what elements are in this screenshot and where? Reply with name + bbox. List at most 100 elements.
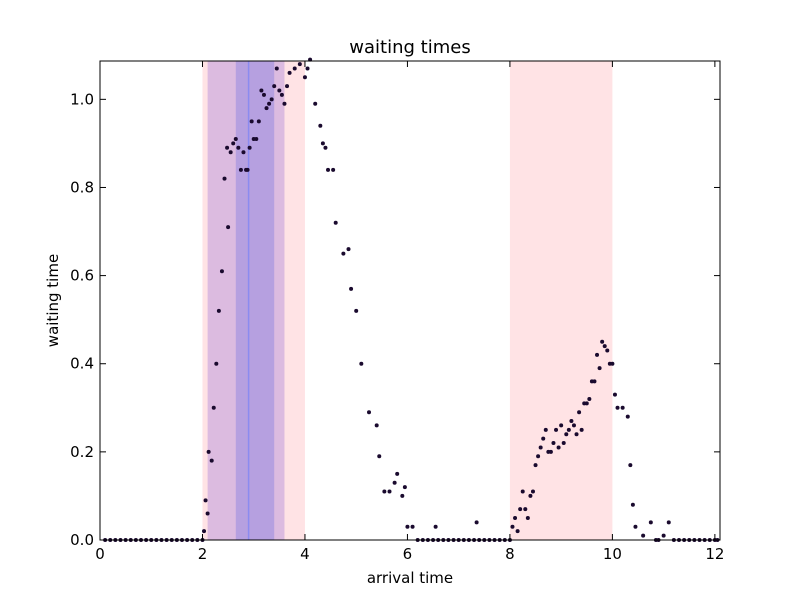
data-point [359, 361, 364, 366]
data-point [633, 524, 638, 529]
data-point [269, 97, 274, 102]
data-point [592, 379, 597, 384]
data-point [474, 520, 479, 525]
data-point [374, 423, 379, 428]
data-point [661, 533, 666, 538]
shaded-regions [202, 61, 613, 540]
data-point [513, 515, 518, 520]
data-point [530, 489, 535, 494]
plot-frame [99, 60, 721, 541]
data-point [405, 524, 410, 529]
data-point [597, 366, 602, 371]
data-point [410, 524, 415, 529]
y-tick-label: 0.0 [70, 531, 94, 549]
data-point [209, 458, 214, 463]
data-point [206, 449, 211, 454]
data-point [216, 308, 221, 313]
data-point [510, 524, 515, 529]
data-point [600, 339, 605, 344]
x-tick-label: 8 [505, 545, 515, 563]
data-point [297, 62, 302, 67]
y-tick-label: 0.8 [70, 178, 94, 196]
data-point [377, 454, 382, 459]
data-point [241, 150, 246, 155]
data-point [254, 136, 259, 141]
data-point [556, 445, 561, 450]
data-point [564, 432, 569, 437]
x-tick-label: 6 [403, 545, 413, 563]
data-point [561, 441, 566, 446]
data-point [577, 410, 582, 415]
shaded-region-blue [235, 61, 275, 540]
data-point [518, 507, 523, 512]
data-point [318, 123, 323, 128]
data-point [272, 84, 277, 89]
data-point [584, 401, 589, 406]
data-point [641, 533, 646, 538]
data-point [536, 454, 541, 459]
x-tick-label: 4 [300, 545, 310, 563]
data-point [523, 507, 528, 512]
x-axis-label: arrival time [367, 569, 453, 587]
data-point [205, 511, 210, 516]
data-point [579, 427, 584, 432]
data-point [595, 352, 600, 357]
chart-title: waiting times [349, 37, 470, 58]
data-point [610, 361, 615, 366]
data-point [349, 286, 354, 291]
data-point [569, 419, 574, 424]
data-point [277, 88, 282, 93]
data-point [333, 220, 338, 225]
data-point [261, 92, 266, 97]
data-point [648, 520, 653, 525]
data-point [331, 167, 336, 172]
x-tick-label: 12 [705, 545, 724, 563]
x-axis-ticks: 0 2 4 6 8 10 12 [95, 61, 724, 563]
data-point [554, 427, 559, 432]
data-point [543, 427, 548, 432]
data-point [302, 75, 307, 80]
data-point [392, 480, 397, 485]
data-point [249, 119, 254, 124]
data-point [605, 348, 610, 353]
data-point [238, 167, 243, 172]
data-point [548, 449, 553, 454]
data-point [571, 423, 576, 428]
x-tick-label: 10 [603, 545, 622, 563]
data-point [515, 529, 520, 534]
data-point [259, 88, 264, 93]
data-point [346, 247, 351, 252]
data-point [538, 445, 543, 450]
data-point [279, 92, 284, 97]
data-point [313, 101, 318, 106]
data-point [285, 84, 290, 89]
data-point [267, 101, 272, 106]
data-point [202, 529, 207, 534]
data-point [615, 405, 620, 410]
data-point [528, 493, 533, 498]
data-point [602, 344, 607, 349]
x-tick-label: 2 [198, 545, 208, 563]
data-point [367, 410, 372, 415]
data-point [211, 405, 216, 410]
data-point [628, 463, 633, 468]
data-point [287, 70, 292, 75]
data-point [612, 392, 617, 397]
data-point [326, 167, 331, 172]
data-point [630, 502, 635, 507]
data-point [666, 520, 671, 525]
data-point [520, 489, 525, 494]
data-point [400, 493, 405, 498]
data-point [525, 515, 530, 520]
data-point [214, 361, 219, 366]
data-point [574, 432, 579, 437]
data-point [264, 106, 269, 111]
x-tick-label: 0 [95, 545, 105, 563]
y-tick-label: 1.0 [70, 90, 94, 108]
y-tick-label: 0.4 [70, 355, 94, 373]
data-point [323, 145, 328, 150]
data-point [320, 141, 325, 146]
data-point [341, 251, 346, 256]
